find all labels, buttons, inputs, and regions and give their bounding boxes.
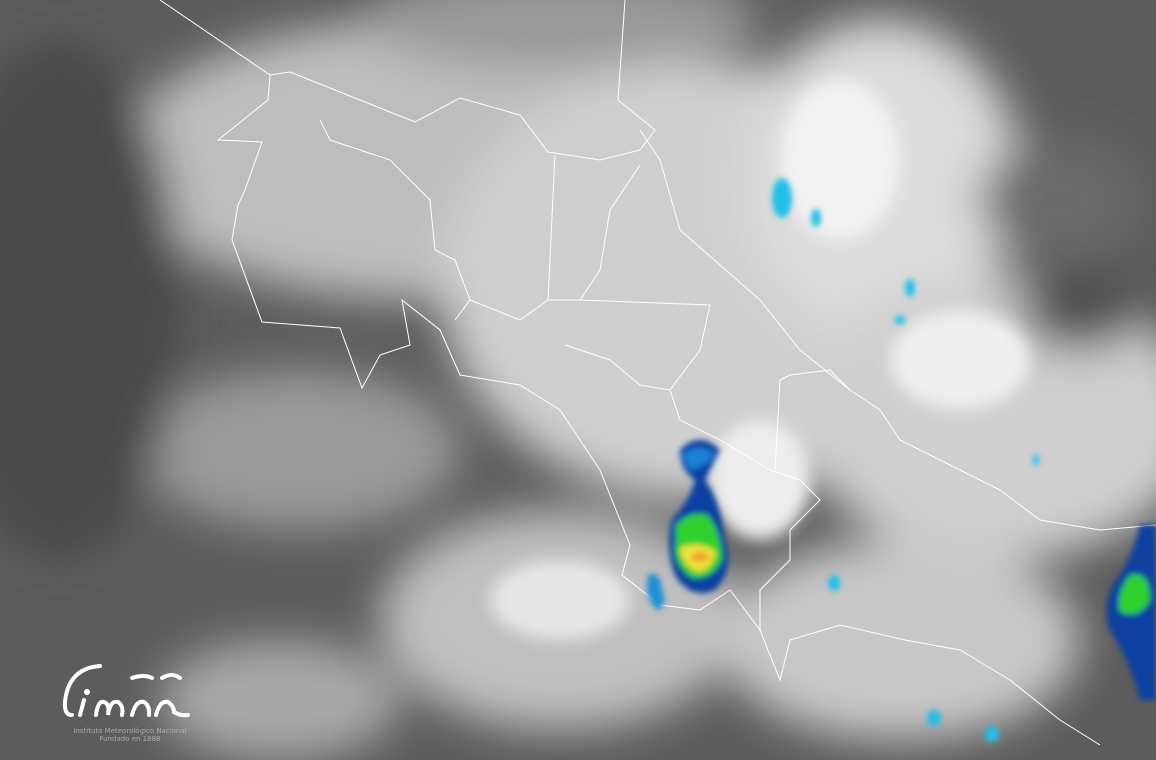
storm-cell-main <box>647 440 729 610</box>
logo-line2: Fundado en 1888 <box>99 735 161 743</box>
logo-line1: Instituto Meteorológico Nacional <box>73 727 187 735</box>
imn-logo <box>62 664 190 718</box>
bright-clouds <box>490 80 1030 640</box>
small-cells <box>772 178 1039 742</box>
logo-caption: Instituto Meteorológico Nacional Fundado… <box>70 727 190 743</box>
cold-cloud-tops <box>647 178 1156 742</box>
country-borders <box>159 0 1156 746</box>
storm-cell-east <box>1106 525 1156 700</box>
